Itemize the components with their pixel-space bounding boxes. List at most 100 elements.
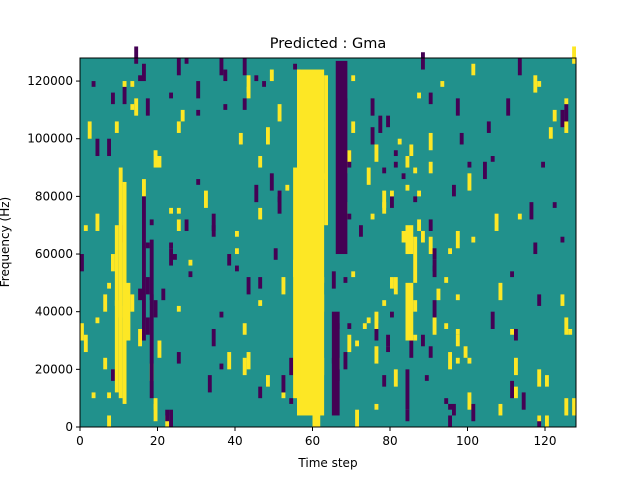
heatmap-cell-yellow xyxy=(157,156,162,168)
heatmap-cell-yellow xyxy=(188,259,193,266)
heatmap-cell-purple xyxy=(242,98,247,110)
heatmap-cell-purple xyxy=(490,156,495,162)
heatmap-cell-yellow xyxy=(366,167,371,185)
heatmap-cell-purple xyxy=(107,138,111,157)
heatmap-cell-purple xyxy=(227,254,232,266)
heatmap-cell-yellow xyxy=(564,317,569,335)
heatmap-cell-yellow xyxy=(277,104,282,122)
heatmap-cell-yellow xyxy=(572,398,576,416)
heatmap-cell-purple xyxy=(219,311,224,318)
heatmap-cell-purple xyxy=(196,179,201,185)
heatmap-cell-purple xyxy=(510,271,514,278)
heatmap-cell-yellow xyxy=(428,161,433,174)
y-tick-label: 60000 xyxy=(35,247,73,261)
heatmap-cell-purple xyxy=(393,150,398,157)
heatmap-cell-yellow xyxy=(351,271,356,278)
heatmap-cell-purple xyxy=(277,196,282,214)
heatmap-cell-yellow xyxy=(432,317,437,335)
heatmap-cell-purple xyxy=(390,311,394,318)
heatmap-cell-yellow xyxy=(157,340,162,358)
heatmap-cell-yellow xyxy=(413,300,418,312)
heatmap-cell-purple xyxy=(176,58,181,76)
y-tick-label: 80000 xyxy=(35,189,73,203)
heatmap-cell-purple xyxy=(273,248,278,260)
heatmap-cell-yellow xyxy=(401,230,406,243)
heatmap-cell-yellow xyxy=(428,132,433,151)
chart-title: Predicted : Gma xyxy=(270,36,386,52)
heatmap-cell-yellow xyxy=(269,69,274,82)
heatmap-cell-purple xyxy=(173,254,177,260)
x-tick-label: 100 xyxy=(456,434,479,448)
heatmap-cell-purple xyxy=(169,409,173,427)
heatmap-cell-purple xyxy=(432,300,437,318)
x-tick-label: 60 xyxy=(305,434,320,448)
heatmap-cell-purple xyxy=(343,352,348,370)
heatmap-cell-yellow xyxy=(107,392,111,399)
heatmap-cell-purple xyxy=(444,398,449,404)
heatmap-cell-yellow xyxy=(362,323,367,329)
heatmap-cell-purple xyxy=(510,380,514,399)
heatmap-cell-purple xyxy=(184,219,189,231)
heatmap-cell-yellow xyxy=(111,254,115,272)
heatmap-cell-yellow xyxy=(409,144,414,157)
heatmap-cell-purple xyxy=(560,109,565,128)
heatmap-cell-yellow xyxy=(382,300,387,306)
heatmap-cell-purple xyxy=(343,277,348,283)
y-tick-label: 0 xyxy=(65,420,73,434)
heatmap-cell-yellow xyxy=(87,121,92,139)
heatmap-cell-yellow xyxy=(103,294,108,312)
heatmap-cell-purple xyxy=(560,236,565,243)
heatmap-cell-purple xyxy=(386,115,390,128)
heatmap-cell-yellow xyxy=(545,415,549,427)
heatmap-cell-purple xyxy=(390,196,394,208)
heatmap-cell-purple xyxy=(176,352,181,364)
heatmap-cell-yellow xyxy=(351,121,356,133)
heatmap-cell-purple xyxy=(409,340,414,358)
heatmap-cell-purple xyxy=(196,109,201,116)
heatmap-cell-yellow xyxy=(533,75,538,93)
heatmap-cell-purple xyxy=(111,92,115,105)
heatmap-cell-yellow xyxy=(266,375,270,387)
heatmap-cell-yellow xyxy=(428,236,433,255)
heatmap-cells xyxy=(80,46,576,427)
heatmap-cell-purple xyxy=(145,317,150,335)
heatmap-cell-yellow xyxy=(176,121,181,133)
heatmap-cell-yellow xyxy=(393,369,398,387)
heatmap-cell-yellow xyxy=(397,138,402,145)
heatmap-cell-purple xyxy=(413,196,418,203)
heatmap-block-yellow xyxy=(324,75,328,226)
heatmap-cell-purple xyxy=(521,392,526,410)
x-tick-label: 120 xyxy=(534,434,557,448)
y-axis: 0 20000 40000 60000 80000 100000 120000 xyxy=(27,74,80,434)
heatmap-cell-yellow xyxy=(169,207,173,214)
heatmap-cell-purple xyxy=(514,328,518,341)
y-axis-label: Frequency (Hz) xyxy=(0,197,12,288)
heatmap-cell-purple xyxy=(490,311,495,329)
heatmap-cell-yellow xyxy=(122,81,127,87)
heatmap-cell-purple xyxy=(145,98,150,116)
heatmap-cell-yellow xyxy=(134,98,139,116)
heatmap-block-yellow xyxy=(405,225,414,255)
heatmap-block-yellow xyxy=(118,167,123,399)
heatmap-cell-yellow xyxy=(537,369,542,387)
heatmap-cell-yellow xyxy=(467,173,472,191)
heatmap-cell-purple xyxy=(541,161,545,168)
heatmap-cell-yellow xyxy=(390,190,394,197)
heatmap-cell-purple xyxy=(80,254,84,272)
heatmap-cell-yellow xyxy=(176,305,181,312)
heatmap-cell-purple xyxy=(382,375,387,387)
heatmap-cell-yellow xyxy=(393,277,398,295)
heatmap-cell-purple xyxy=(138,75,142,82)
heatmap-block-purple xyxy=(335,60,348,255)
heatmap-cell-purple xyxy=(134,46,139,64)
heatmap-cell-yellow xyxy=(281,277,286,295)
heatmap-block-yellow xyxy=(122,181,127,404)
heatmap-cell-yellow xyxy=(114,121,119,133)
heatmap-cell-yellow xyxy=(494,213,499,231)
heatmap-block-yellow xyxy=(413,236,418,283)
heatmap-cell-yellow xyxy=(417,219,421,231)
heatmap-cell-yellow xyxy=(448,352,452,370)
heatmap-block-purple xyxy=(142,196,146,341)
heatmap-cell-yellow xyxy=(463,346,468,358)
